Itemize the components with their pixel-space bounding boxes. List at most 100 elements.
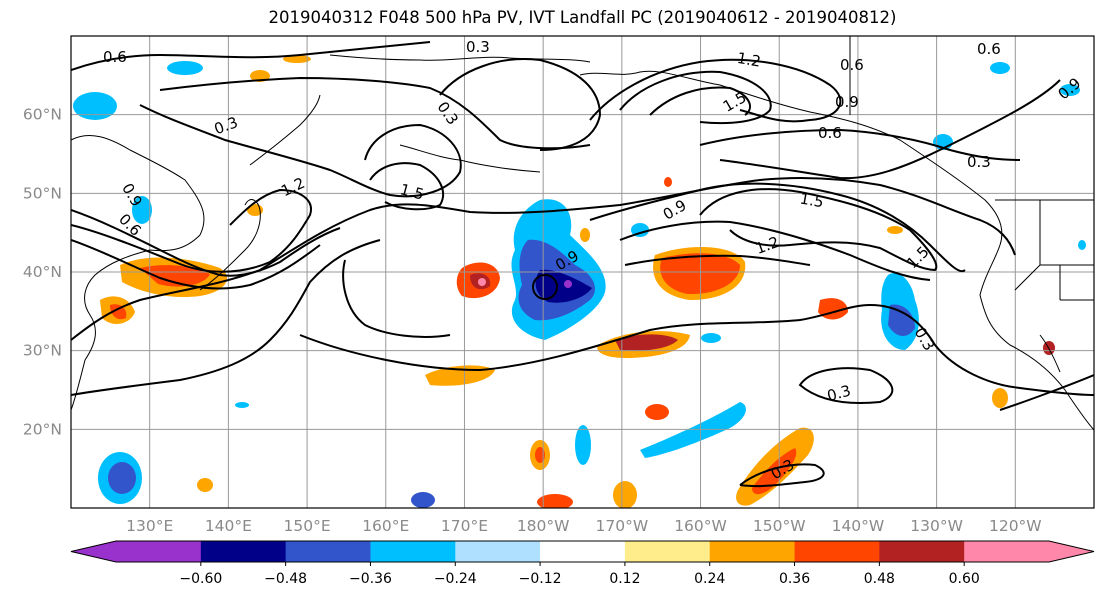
pv-contour: [71, 41, 431, 71]
negative-spot: [235, 402, 249, 408]
coastline-siberia: [329, 54, 591, 63]
longitude-label: 170°W: [596, 517, 649, 535]
colorbar: −0.60 −0.48 −0.36 −0.24 −0.12 0.12 0.24 0.36 0.4…: [70, 540, 1095, 587]
pv-contour: [719, 79, 1061, 180]
coastlines: [71, 36, 1094, 431]
negative-anomaly-dateline-core: [535, 269, 592, 303]
positive-spot: [283, 55, 311, 63]
longitude-label: 140°E: [205, 517, 252, 535]
negative-anomaly-streak: [640, 402, 746, 458]
longitude-label: 160°W: [674, 517, 727, 535]
pv-contour: [159, 76, 591, 150]
contour-label: 0.6: [840, 56, 864, 74]
coastline-kamchatka: [249, 94, 321, 166]
colorbar-segment: [709, 541, 796, 562]
colorbar-tick-label: −0.48: [264, 571, 307, 587]
colorbar-segment: [200, 541, 287, 562]
pv-contour: [71, 209, 341, 277]
pv-contour: [71, 239, 381, 396]
colorbar-segment: [370, 541, 456, 562]
pv-contour: [619, 70, 772, 125]
longitude-label: 170°E: [441, 517, 488, 535]
pv-contour: [649, 86, 751, 116]
contour-label: 1.5: [798, 190, 825, 212]
positive-anomaly-southeast-inner: [752, 448, 797, 495]
positive-anomaly-170e-peak: [478, 278, 486, 286]
contour-label: 0.3: [825, 381, 853, 405]
latitude-label: 20°N: [23, 420, 62, 438]
coastline-north-america: [979, 244, 1094, 431]
pv-contour: [589, 58, 842, 123]
colorbar-segment: [964, 541, 1050, 562]
negative-spot: [132, 196, 152, 224]
colorbar-tick-label: −0.60: [179, 571, 222, 587]
positive-spot: [645, 404, 669, 420]
latitude-labels: 60°N 50°N 40°N 30°N 20°N: [23, 106, 62, 439]
longitude-label: 160°E: [362, 517, 409, 535]
positive-anomaly-japan-inner: [140, 265, 210, 287]
colorbar-tick-label: −0.24: [434, 571, 477, 587]
longitude-label: 150°E: [284, 517, 331, 535]
positive-spot: [992, 388, 1008, 408]
pv-contour: [619, 220, 931, 281]
colorbar-tick-label: 0.60: [949, 571, 980, 587]
colorbar-tick-label: 0.24: [694, 571, 725, 587]
pv-contour: [71, 176, 1016, 341]
pv-contour: [999, 374, 1094, 411]
positive-anomaly-30n-inner: [615, 334, 678, 351]
negative-spot: [575, 425, 591, 465]
latitude-label: 60°N: [23, 106, 62, 124]
colorbar-segment: [285, 541, 371, 562]
colorbar-extend-min: [71, 541, 116, 562]
negative-anomaly-alaska-gulf-inner: [888, 304, 915, 336]
colorbar-segment: [879, 541, 965, 562]
colorbar-segment: [540, 541, 626, 562]
contour-label: 0.9: [835, 93, 859, 111]
pv-contour: [139, 104, 462, 198]
pv-contour: [739, 463, 825, 488]
contour-label: 0.3: [967, 153, 991, 171]
latitude-label: 30°N: [23, 342, 62, 360]
longitude-label: 130°W: [910, 517, 963, 535]
colorbar-tick-label: 0.12: [609, 571, 640, 587]
pv-contours: [71, 41, 1094, 488]
longitude-labels: 130°E 140°E 150°E 160°E 170°E 180°W 170°W 160°W…: [126, 517, 1042, 535]
border-states: [1014, 200, 1094, 301]
pv-contour: [299, 303, 1094, 396]
negative-spot: [108, 462, 136, 494]
pv-contour: [439, 58, 602, 151]
positive-spot: [535, 447, 545, 463]
negative-spot: [701, 333, 721, 343]
pv-contour: [624, 254, 811, 266]
negative-spot: [990, 62, 1010, 74]
negative-spot: [1078, 240, 1086, 250]
figure-title: 2019040312 F048 500 hPa PV, IVT Landfall…: [268, 8, 897, 27]
negative-spot: [1060, 84, 1080, 96]
negative-anomaly-dateline-peak: [564, 280, 572, 288]
latitude-label: 40°N: [23, 263, 62, 281]
positive-spot: [197, 478, 213, 492]
pv-contour: [71, 239, 321, 290]
positive-spot: [664, 177, 672, 187]
pv-contour: [798, 367, 894, 405]
colorbar-tick-label: −0.36: [349, 571, 392, 587]
colorbar-outline: [70, 540, 1095, 563]
longitude-label: 120°W: [989, 517, 1042, 535]
coastline-alaska: [579, 70, 1003, 246]
longitude-label: 130°E: [126, 517, 173, 535]
colorbar-segment: [116, 541, 202, 562]
contour-label: 1.2: [736, 49, 763, 71]
longitude-label: 150°W: [753, 517, 806, 535]
pv-contour: [71, 188, 312, 273]
pv-contour: [589, 182, 966, 273]
colorbar-tick-label: −0.12: [519, 571, 562, 587]
positive-spot: [613, 481, 637, 508]
contour-label: 1.5: [398, 180, 426, 204]
colorbar-segment: [455, 541, 541, 562]
colorbar-segment: [624, 541, 711, 562]
colorbar-tick-label: 0.36: [779, 571, 810, 587]
coastline-asia: [71, 134, 205, 411]
pv-contour: [369, 162, 445, 211]
contour-label: 0.3: [466, 38, 490, 56]
